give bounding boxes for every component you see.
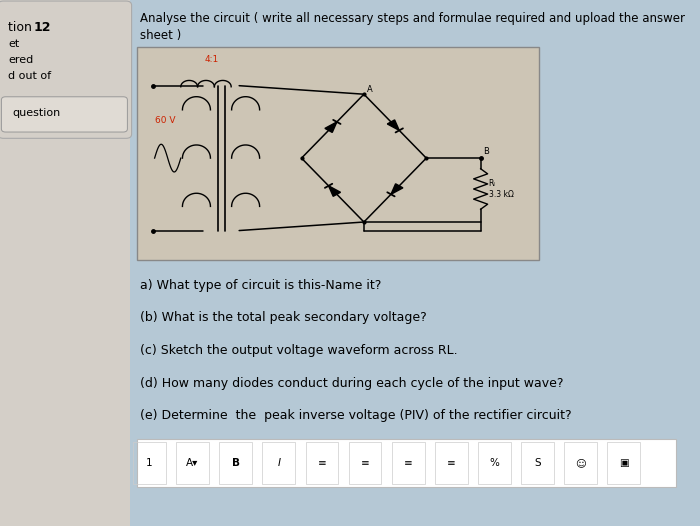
Text: tion: tion (8, 21, 36, 34)
Text: 60 V: 60 V (155, 116, 175, 125)
Text: B: B (232, 458, 239, 468)
Text: I: I (277, 458, 280, 468)
Bar (478, 442, 511, 484)
Bar (521, 442, 554, 484)
Text: ≡: ≡ (447, 458, 456, 468)
FancyBboxPatch shape (0, 1, 132, 138)
Text: 4:1: 4:1 (205, 55, 219, 64)
Text: (e) Determine  the  peak inverse voltage (PIV) of the rectifier circuit?: (e) Determine the peak inverse voltage (… (140, 409, 572, 422)
Bar (435, 442, 468, 484)
Bar (176, 442, 209, 484)
Bar (136, 439, 676, 487)
Text: Analyse the circuit ( write all necessary steps and formulae required and upload: Analyse the circuit ( write all necessar… (140, 12, 685, 25)
Text: sheet ): sheet ) (140, 29, 181, 42)
Polygon shape (328, 186, 340, 196)
Text: 1: 1 (146, 458, 153, 468)
Text: (c) Sketch the output voltage waveform across RL.: (c) Sketch the output voltage waveform a… (140, 344, 458, 357)
Bar (136, 47, 539, 260)
Text: %: % (489, 458, 499, 468)
Bar (0, 0, 130, 526)
Text: et: et (8, 39, 20, 49)
Bar (392, 442, 424, 484)
Text: d out of: d out of (8, 71, 52, 81)
Text: question: question (13, 108, 61, 118)
Text: ≡: ≡ (360, 458, 370, 468)
Text: a) What type of circuit is this-Name it?: a) What type of circuit is this-Name it? (140, 279, 382, 292)
Bar (130, 0, 700, 526)
Text: ☺: ☺ (575, 458, 586, 468)
FancyBboxPatch shape (1, 97, 127, 132)
Bar (262, 442, 295, 484)
Text: ≡: ≡ (404, 458, 412, 468)
Bar (564, 442, 597, 484)
Polygon shape (325, 122, 337, 133)
Bar (133, 442, 166, 484)
Text: ▣: ▣ (619, 458, 629, 468)
Bar (305, 442, 338, 484)
Polygon shape (391, 184, 403, 194)
Bar (608, 442, 640, 484)
Text: Rₗ
3.3 kΩ: Rₗ 3.3 kΩ (489, 179, 514, 199)
Text: A▾: A▾ (186, 458, 199, 468)
Text: ered: ered (8, 55, 34, 65)
Text: ≡: ≡ (318, 458, 326, 468)
Text: (b) What is the total peak secondary voltage?: (b) What is the total peak secondary vol… (140, 311, 427, 325)
Text: 12: 12 (34, 21, 51, 34)
Polygon shape (387, 120, 399, 130)
Text: S: S (534, 458, 541, 468)
Text: A: A (368, 85, 373, 94)
Text: (d) How many diodes conduct during each cycle of the input wave?: (d) How many diodes conduct during each … (140, 377, 564, 390)
Bar (219, 442, 252, 484)
Text: B: B (483, 147, 489, 156)
Bar (349, 442, 382, 484)
